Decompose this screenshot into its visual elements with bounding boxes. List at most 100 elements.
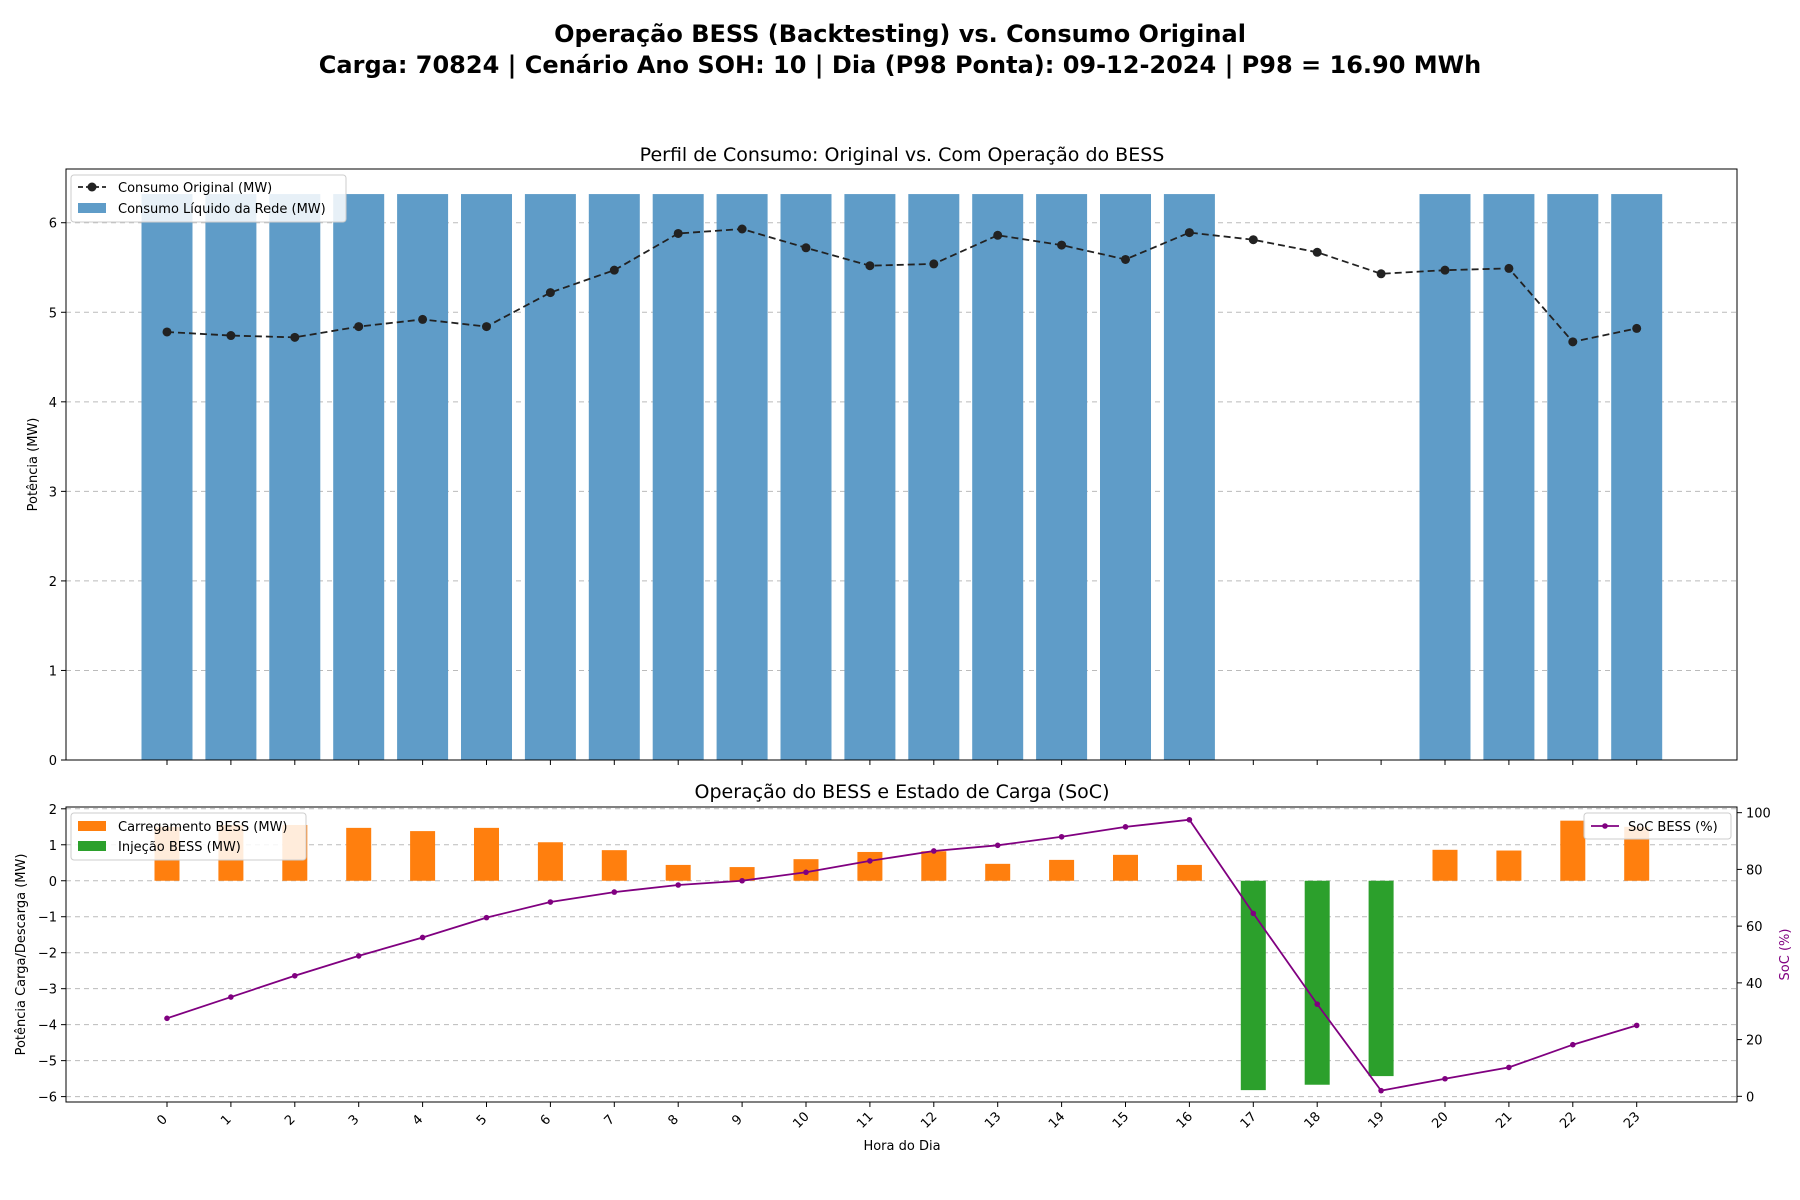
legend-marker bbox=[87, 182, 97, 192]
y2-tick-label: 20 bbox=[1746, 1034, 1763, 1049]
net-consumption-bar bbox=[1483, 194, 1535, 760]
charging-bar bbox=[1113, 854, 1138, 881]
charging-bar bbox=[1049, 859, 1075, 881]
y-tick-label: −4 bbox=[38, 1019, 57, 1034]
bess-panel-frame bbox=[65, 806, 1738, 1103]
net-consumption-bar bbox=[1611, 194, 1663, 760]
charging-bar bbox=[537, 842, 563, 881]
legend-frame bbox=[1583, 812, 1732, 840]
soc-point bbox=[1506, 1064, 1512, 1071]
soc-point bbox=[739, 877, 745, 884]
soc-axis-ticks: 0 20 40 60 80 100 bbox=[1737, 807, 1771, 1105]
y-tick-label: 0 bbox=[49, 875, 57, 890]
legend-frame bbox=[70, 174, 347, 223]
original-consumption-point bbox=[162, 327, 172, 337]
legend-soc-swatch bbox=[1591, 823, 1619, 829]
soc-point bbox=[611, 889, 618, 895]
charging-bar bbox=[601, 850, 627, 881]
y-tick-label: 3 bbox=[49, 485, 57, 500]
legend-injection: Injeção BESS (MW) bbox=[118, 840, 241, 855]
soc-point bbox=[1378, 1087, 1384, 1094]
soc-point bbox=[292, 972, 298, 979]
soc-point bbox=[1633, 1022, 1640, 1029]
soc-point bbox=[355, 953, 362, 959]
original-consumption-point bbox=[418, 314, 428, 324]
net-consumption-bar bbox=[844, 194, 896, 760]
original-consumption-point bbox=[354, 322, 364, 332]
soc-axis-label: SoC (%) bbox=[1778, 929, 1793, 981]
consumption-panel: Perfil de Consumo: Original vs. Com Oper… bbox=[26, 144, 1738, 769]
y2-tick-label: 40 bbox=[1746, 977, 1763, 992]
original-consumption-point bbox=[929, 259, 939, 269]
net-consumption-bar bbox=[972, 194, 1024, 760]
net-consumption-bar bbox=[1036, 194, 1088, 760]
legend-net-bar-swatch bbox=[78, 203, 106, 213]
original-consumption-point bbox=[226, 331, 236, 341]
soc-point bbox=[1570, 1041, 1576, 1048]
soc-point bbox=[1122, 824, 1129, 830]
original-consumption-point bbox=[1504, 263, 1514, 273]
charging-bar bbox=[985, 863, 1011, 881]
original-consumption-point bbox=[673, 228, 683, 238]
net-consumption-bar bbox=[461, 194, 512, 760]
original-consumption-point bbox=[1184, 228, 1194, 238]
net-consumption-bar bbox=[333, 194, 385, 760]
hour-axis-label: Hora do Dia bbox=[863, 1139, 940, 1154]
original-consumption-point bbox=[737, 224, 747, 234]
soc-point bbox=[994, 842, 1001, 849]
charging-bar bbox=[1176, 864, 1202, 881]
y2-tick-label: 100 bbox=[1746, 807, 1771, 822]
figure-title-line2: Carga: 70824 | Cenário Ano SOH: 10 | Dia… bbox=[319, 51, 1481, 79]
injection-bar bbox=[1304, 880, 1330, 1085]
charging-bar bbox=[857, 851, 883, 881]
y-tick-label: 6 bbox=[49, 217, 57, 232]
charging-bar bbox=[1496, 850, 1522, 881]
consumption-panel-legend: Consumo Original (MW) Consumo Líquido da… bbox=[70, 174, 347, 223]
original-consumption-point bbox=[482, 322, 491, 332]
soc-point bbox=[675, 882, 681, 888]
bess-panel-y-ticks: −6 −5 −4 −3 −2 −1 0 1 2 bbox=[38, 803, 66, 1106]
net-consumption-bar bbox=[652, 194, 704, 760]
net-consumption-bar bbox=[1419, 194, 1471, 760]
bess-panel-y-label: Potência Carga/Descarga (MW) bbox=[14, 854, 29, 1056]
soc-point bbox=[1186, 816, 1193, 823]
net-consumption-bar bbox=[269, 194, 321, 760]
original-consumption-point bbox=[609, 265, 619, 275]
y-tick-label: 4 bbox=[49, 396, 57, 411]
consumption-panel-y-ticks: 0 1 2 3 4 5 6 bbox=[49, 217, 1638, 769]
consumption-panel-y-label: Potência (MW) bbox=[26, 418, 41, 512]
soc-point bbox=[1058, 833, 1065, 840]
original-consumption-point bbox=[290, 332, 300, 342]
original-consumption-point bbox=[545, 288, 555, 298]
net-consumption-bar bbox=[524, 194, 576, 760]
soc-point bbox=[228, 994, 234, 1000]
legend-original-consumption: Consumo Original (MW) bbox=[118, 181, 272, 196]
net-consumption-bars bbox=[141, 194, 1663, 760]
charging-bar bbox=[665, 864, 691, 881]
net-consumption-bar bbox=[1100, 194, 1151, 760]
legend-frame bbox=[70, 812, 307, 861]
soc-path bbox=[166, 818, 1637, 1092]
soc-point bbox=[483, 914, 490, 921]
y-tick-label: −5 bbox=[38, 1055, 57, 1070]
consumption-panel-title: Perfil de Consumo: Original vs. Com Oper… bbox=[640, 144, 1165, 166]
bess-operation-panel: Operação do BESS e Estado de Carga (SoC)… bbox=[14, 781, 1793, 1154]
original-consumption-point bbox=[801, 243, 811, 253]
original-consumption-point bbox=[993, 230, 1003, 240]
figure-title-line1: Operação BESS (Backtesting) vs. Consumo … bbox=[554, 20, 1246, 48]
y-tick-label: −2 bbox=[38, 947, 57, 962]
legend-net-consumption: Consumo Líquido da Rede (MW) bbox=[118, 202, 326, 217]
y-tick-label: 5 bbox=[49, 306, 57, 321]
injection-bar bbox=[1368, 880, 1394, 1077]
original-consumption-point bbox=[1440, 265, 1450, 275]
net-consumption-bar bbox=[205, 194, 257, 760]
original-consumption-point bbox=[1057, 240, 1067, 250]
charging-bar bbox=[1432, 849, 1458, 881]
original-consumption-point bbox=[865, 261, 875, 271]
legend-soc: SoC BESS (%) bbox=[1628, 820, 1718, 835]
y2-tick-label: 0 bbox=[1746, 1090, 1754, 1105]
bess-panel-title: Operação do BESS e Estado de Carga (SoC) bbox=[695, 781, 1110, 803]
bess-panel-legend: Carregamento BESS (MW) Injeção BESS (MW) bbox=[70, 812, 307, 861]
net-consumption-bar bbox=[1547, 194, 1599, 760]
